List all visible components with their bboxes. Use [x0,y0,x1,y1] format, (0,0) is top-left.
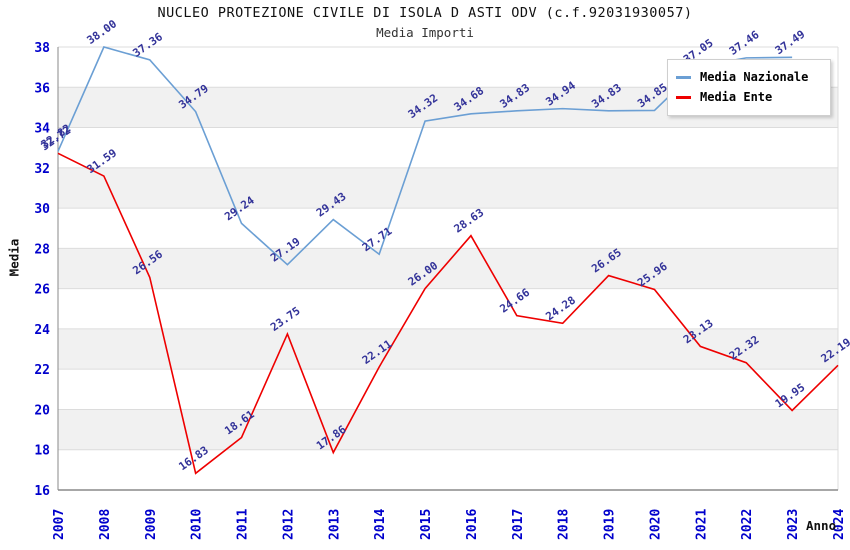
plot-band [58,409,838,450]
x-tick-label: 2014 [373,509,388,540]
y-tick-label: 28 [34,242,50,257]
legend-label-nazionale: Media Nazionale [700,70,809,84]
data-label: 19.95 [773,381,808,411]
x-tick-label: 2007 [52,509,67,540]
data-label: 37.46 [727,28,762,58]
y-tick-label: 30 [34,202,50,217]
plot-band [58,167,838,209]
x-tick-label: 2023 [786,509,801,540]
x-tick-label: 2010 [190,509,205,540]
legend-label-ente: Media Ente [700,90,773,104]
data-label: 28.63 [452,206,487,236]
x-tick-label: 2017 [511,509,526,540]
plot-band [58,248,838,289]
x-tick-label: 2015 [419,509,434,540]
y-axis-title: Media [6,238,22,277]
x-tick-label: 2009 [144,509,159,540]
x-tick-label: 2016 [465,509,480,540]
x-axis-title: Anno [806,518,837,533]
data-label: 37.36 [130,30,165,60]
x-tick-label: 2024 [832,509,847,540]
data-label: 37.49 [773,28,808,58]
chart-title: NUCLEO PROTEZIONE CIVILE DI ISOLA D ASTI… [157,5,693,21]
y-tick-label: 38 [34,41,50,56]
x-tick-label: 2008 [98,509,113,540]
legend-item-media-ente: Media Ente [676,87,822,107]
y-tick-label: 16 [34,484,50,499]
y-tick-label: 22 [34,363,50,378]
x-tick-label: 2019 [603,509,618,540]
x-tick-label: 2011 [236,509,251,540]
data-label: 24.28 [543,294,578,324]
y-tick-label: 18 [34,444,50,459]
y-tick-label: 20 [34,403,50,418]
chart-subtitle: Media Importi [376,25,474,40]
legend-swatch-nazionale-icon [676,75,691,79]
y-tick-label: 32 [34,162,50,177]
plot-band [58,328,838,370]
x-tick-label: 2013 [327,509,342,540]
legend: Media Nazionale Media Ente [667,59,831,116]
y-tick-label: 36 [34,81,50,96]
x-tick-label: 2020 [648,509,663,540]
series-line-media-ente [57,152,839,475]
legend-item-media-nazionale: Media Nazionale [676,67,822,87]
y-tick-label: 34 [34,122,50,137]
x-tick-label: 2022 [740,509,755,540]
data-label: 38.00 [85,17,120,47]
legend-swatch-ente-icon [676,95,691,99]
x-tick-label: 2021 [694,509,709,540]
y-tick-label: 24 [34,323,50,338]
y-tick-label: 26 [34,283,50,298]
x-tick-label: 2012 [281,509,296,540]
x-tick-label: 2018 [557,509,572,540]
